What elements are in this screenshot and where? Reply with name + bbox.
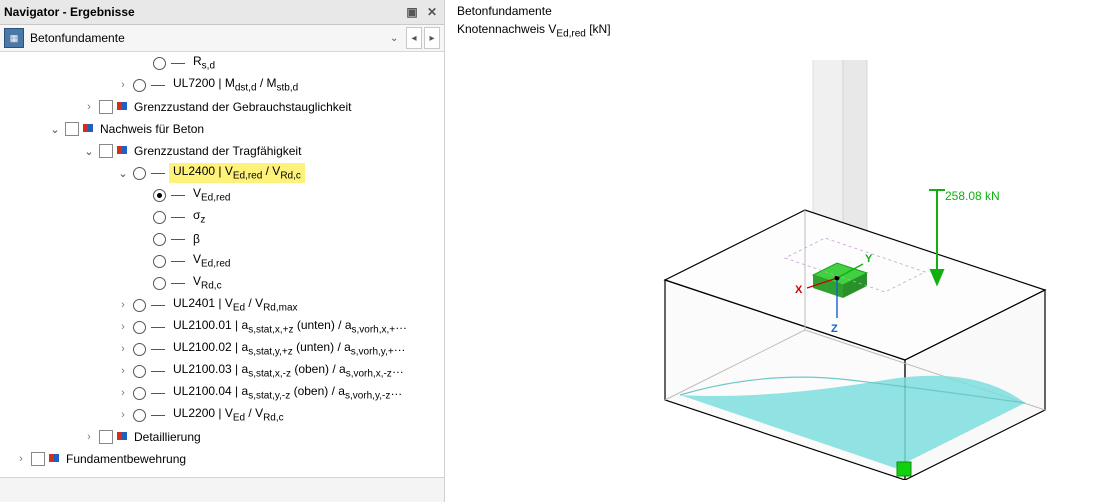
tree-label: Fundamentbewehrung bbox=[62, 451, 190, 467]
footer-bar bbox=[0, 477, 444, 502]
checkbox[interactable] bbox=[99, 144, 113, 158]
tree-label: UL2100.04 | as,stat,y,-z (oben) / as,vor… bbox=[169, 383, 406, 402]
tree-label: UL2400 | VEd,red / VRd,c bbox=[169, 163, 305, 182]
radio-icon[interactable] bbox=[153, 57, 166, 70]
svg-text:Z: Z bbox=[831, 323, 838, 335]
tree-label: VRd,c bbox=[189, 273, 226, 292]
tree-item-rsd[interactable]: Rs,d bbox=[0, 52, 444, 74]
tree-label: UL2401 | VEd / VRd,max bbox=[169, 295, 302, 314]
next-button[interactable]: ▸ bbox=[424, 27, 440, 49]
panel-title-bar: Navigator - Ergebnisse ▣ ✕ bbox=[0, 0, 444, 25]
radio-icon[interactable] bbox=[133, 365, 146, 378]
chevron-down-icon[interactable]: ⌄ bbox=[390, 33, 404, 44]
expand-icon[interactable]: › bbox=[14, 453, 28, 465]
tree-label: β bbox=[189, 231, 204, 247]
tree-label: Nachweis für Beton bbox=[96, 121, 208, 137]
radio-icon[interactable] bbox=[153, 233, 166, 246]
load-arrow bbox=[929, 190, 945, 284]
tree-label: UL2200 | VEd / VRd,c bbox=[169, 405, 288, 424]
tree-item-ul2100-04[interactable]: › UL2100.04 | as,stat,y,-z (oben) / as,v… bbox=[0, 382, 444, 404]
tree-item-nachweis-beton[interactable]: ⌄ Nachweis für Beton bbox=[0, 118, 444, 140]
tree-label: UL2100.03 | as,stat,x,-z (oben) / as,vor… bbox=[169, 361, 408, 380]
node-badge bbox=[897, 462, 911, 476]
model-selector[interactable]: ▦ Betonfundamente ⌄ ◂ ▸ bbox=[0, 25, 444, 52]
pin-icon[interactable]: ▣ bbox=[404, 4, 420, 20]
tree-label: Detaillierung bbox=[130, 429, 205, 445]
tree-item-ved-red[interactable]: VEd,red bbox=[0, 184, 444, 206]
collapse-icon[interactable]: ⌄ bbox=[82, 145, 96, 158]
navigator-panel: Navigator - Ergebnisse ▣ ✕ ▦ Betonfundam… bbox=[0, 0, 445, 502]
flag-icon bbox=[48, 453, 62, 465]
expand-icon[interactable]: › bbox=[116, 79, 130, 91]
tree-item-gzt[interactable]: ⌄ Grenzzustand der Tragfähigkeit bbox=[0, 140, 444, 162]
tree-label: Grenzzustand der Gebrauchstauglichkeit bbox=[130, 99, 355, 115]
tree-item-detail[interactable]: › Detaillierung bbox=[0, 426, 444, 448]
tree-item-ul2200[interactable]: › UL2200 | VEd / VRd,c bbox=[0, 404, 444, 426]
tree-item-ul7200[interactable]: › UL7200 | Mdst,d / Mstb,d bbox=[0, 74, 444, 96]
checkbox[interactable] bbox=[31, 452, 45, 466]
expand-icon[interactable]: › bbox=[116, 365, 130, 377]
tree-item-ved-red2[interactable]: VEd,red bbox=[0, 250, 444, 272]
tree-label: VEd,red bbox=[189, 251, 234, 270]
prev-button[interactable]: ◂ bbox=[406, 27, 422, 49]
radio-icon[interactable] bbox=[133, 79, 146, 92]
tree-label: UL2100.01 | as,stat,x,+z (unten) / as,vo… bbox=[169, 317, 411, 336]
viewport-panel: Betonfundamente Knotennachweis VEd,red [… bbox=[445, 0, 1111, 502]
expand-icon[interactable]: › bbox=[116, 387, 130, 399]
radio-icon[interactable] bbox=[133, 299, 146, 312]
collapse-icon[interactable]: ⌄ bbox=[116, 167, 130, 180]
tree-item-ul2100-02[interactable]: › UL2100.02 | as,stat,y,+z (unten) / as,… bbox=[0, 338, 444, 360]
load-value: 258.08 kN bbox=[945, 189, 1000, 203]
svg-text:Y: Y bbox=[865, 253, 873, 265]
tree-item-beta[interactable]: β bbox=[0, 228, 444, 250]
flag-icon bbox=[116, 101, 130, 113]
viewport-subtitle: Knotennachweis VEd,red [kN] bbox=[457, 22, 611, 39]
tree-view[interactable]: Rs,d › UL7200 | Mdst,d / Mstb,d › Grenzz… bbox=[0, 52, 444, 478]
tree-label: σz bbox=[189, 207, 209, 226]
flag-icon bbox=[116, 145, 130, 157]
checkbox[interactable] bbox=[65, 122, 79, 136]
radio-icon[interactable] bbox=[133, 343, 146, 356]
viewport-title: Betonfundamente bbox=[457, 4, 552, 18]
expand-icon[interactable]: › bbox=[82, 101, 96, 113]
tree-item-sigmaz[interactable]: σz bbox=[0, 206, 444, 228]
tree-item-vrdc[interactable]: VRd,c bbox=[0, 272, 444, 294]
radio-icon[interactable] bbox=[153, 189, 166, 202]
radio-icon[interactable] bbox=[153, 255, 166, 268]
collapse-icon[interactable]: ⌄ bbox=[48, 123, 62, 136]
tree-label: Rs,d bbox=[189, 53, 219, 72]
radio-icon[interactable] bbox=[133, 167, 146, 180]
tree-item-ul2401[interactable]: › UL2401 | VEd / VRd,max bbox=[0, 294, 444, 316]
expand-icon[interactable]: › bbox=[116, 409, 130, 421]
model-name: Betonfundamente bbox=[30, 31, 390, 45]
expand-icon[interactable]: › bbox=[116, 299, 130, 311]
close-icon[interactable]: ✕ bbox=[424, 4, 440, 20]
tree-item-fundbew[interactable]: › Fundamentbewehrung bbox=[0, 448, 444, 470]
checkbox[interactable] bbox=[99, 430, 113, 444]
flag-icon bbox=[116, 431, 130, 443]
tree-item-ul2100-03[interactable]: › UL2100.03 | as,stat,x,-z (oben) / as,v… bbox=[0, 360, 444, 382]
radio-icon[interactable] bbox=[133, 387, 146, 400]
checkbox[interactable] bbox=[99, 100, 113, 114]
model-icon: ▦ bbox=[4, 28, 24, 48]
tree-label: UL2100.02 | as,stat,y,+z (unten) / as,vo… bbox=[169, 339, 410, 358]
panel-title: Navigator - Ergebnisse bbox=[4, 5, 135, 19]
expand-icon[interactable]: › bbox=[82, 431, 96, 443]
tree-label: UL7200 | Mdst,d / Mstb,d bbox=[169, 75, 302, 94]
tree-item-ul2100-01[interactable]: › UL2100.01 | as,stat,x,+z (unten) / as,… bbox=[0, 316, 444, 338]
expand-icon[interactable]: › bbox=[116, 343, 130, 355]
tree-label: Grenzzustand der Tragfähigkeit bbox=[130, 143, 305, 159]
flag-icon bbox=[82, 123, 96, 135]
tree-item-ul2400[interactable]: ⌄ UL2400 | VEd,red / VRd,c bbox=[0, 162, 444, 184]
tree-label: VEd,red bbox=[189, 185, 234, 204]
radio-icon[interactable] bbox=[133, 321, 146, 334]
tree-item-gzg[interactable]: › Grenzzustand der Gebrauchstauglichkeit bbox=[0, 96, 444, 118]
radio-icon[interactable] bbox=[153, 277, 166, 290]
radio-icon[interactable] bbox=[153, 211, 166, 224]
expand-icon[interactable]: › bbox=[116, 321, 130, 333]
radio-icon[interactable] bbox=[133, 409, 146, 422]
3d-scene[interactable]: X Y Z 258.08 kN bbox=[585, 60, 1065, 480]
svg-text:X: X bbox=[795, 284, 803, 296]
